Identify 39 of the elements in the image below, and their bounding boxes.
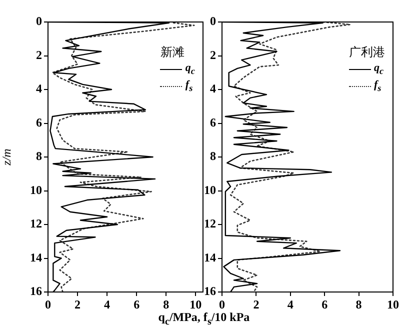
y-tick-label: 14 — [204, 250, 216, 264]
x-tick-label: 2 — [253, 297, 260, 312]
y-tick-label: 6 — [36, 115, 42, 130]
y-axis-title: z/m — [0, 148, 14, 166]
x-tick-label: 2 — [74, 297, 81, 312]
y-tick-label: 14 — [30, 250, 42, 264]
y-tick-label: 0 — [36, 14, 42, 28]
y-tick-label: 10 — [30, 182, 42, 197]
legend-label: f$_{s}$ — [185, 78, 193, 96]
y-tick-label: 4 — [36, 82, 42, 96]
x-tick-label: 6 — [134, 297, 140, 312]
y-tick-label: 8 — [210, 149, 216, 164]
y-tick-label: 8 — [36, 149, 42, 164]
legend-label: q$_{c}$ — [374, 61, 384, 78]
y-tick-label: 16 — [30, 284, 42, 298]
x-tick-label: 6 — [322, 297, 328, 312]
y-tick-label: 4 — [210, 82, 216, 96]
legend-title: 新滩 — [160, 45, 186, 59]
x-tick-label: 8 — [163, 297, 170, 312]
y-tick-label: 16 — [204, 284, 216, 298]
legend-label: f$_{s}$ — [374, 78, 382, 96]
y-tick-label: 6 — [210, 115, 216, 130]
x-tick-label: 0 — [45, 297, 51, 312]
y-tick-label: 12 — [30, 216, 42, 231]
x-tick-label: 8 — [356, 297, 362, 312]
y-tick-label: 2 — [36, 48, 42, 62]
x-tick-label: 10 — [190, 297, 202, 312]
legend-title: 广利港 — [349, 45, 385, 59]
x-tick-label: 0 — [219, 297, 225, 312]
x-tick-label: 4 — [287, 297, 294, 312]
x-tick-label: 4 — [104, 297, 110, 312]
line-series — [52, 22, 195, 292]
y-tick-label: 12 — [204, 216, 216, 231]
x-axis-title: q$_{c}$/MPa, f$_{s}$/10 kPa — [157, 310, 251, 327]
x-tick-label: 10 — [387, 297, 399, 312]
y-tick-label: 0 — [210, 14, 216, 28]
y-tick-label: 2 — [210, 48, 216, 62]
legend-label: q$_{c}$ — [185, 61, 195, 78]
y-tick-label: 10 — [204, 182, 216, 197]
